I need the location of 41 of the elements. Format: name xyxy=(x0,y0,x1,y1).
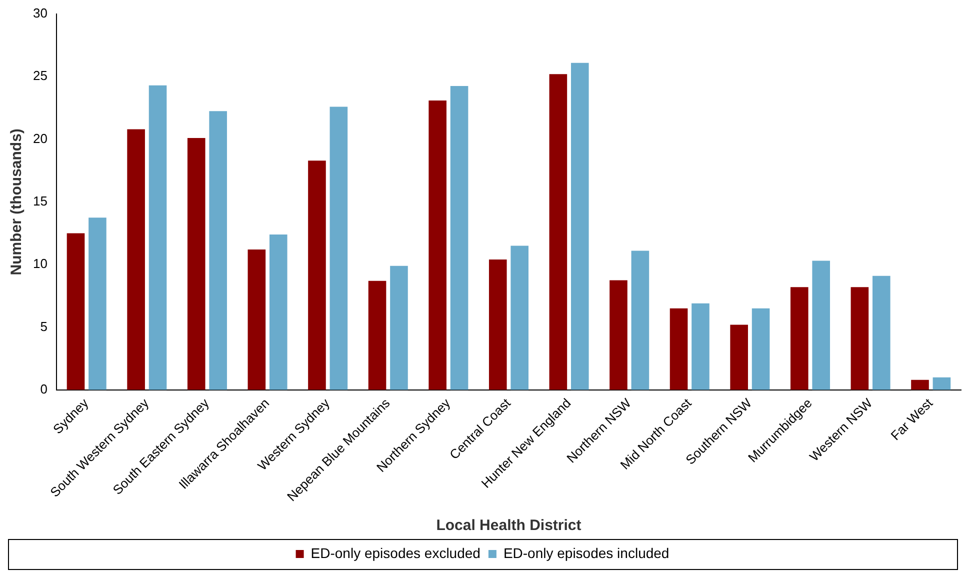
bar xyxy=(187,138,206,390)
y-tick-label: 25 xyxy=(32,68,48,84)
bar xyxy=(752,308,770,390)
bar xyxy=(428,100,446,390)
bar xyxy=(850,287,869,390)
y-tick-label: 0 xyxy=(40,381,48,396)
y-tick-label: 10 xyxy=(32,256,48,272)
bar xyxy=(730,324,748,390)
bar xyxy=(66,233,85,390)
bar xyxy=(872,276,890,390)
bar xyxy=(670,308,688,390)
bar xyxy=(692,303,710,390)
x-axis-title: Local Health District xyxy=(436,517,582,534)
bar xyxy=(368,280,386,390)
bar xyxy=(549,74,568,390)
bar xyxy=(510,246,528,390)
bar xyxy=(488,260,507,390)
bar xyxy=(390,266,408,390)
bar xyxy=(610,280,628,390)
bar xyxy=(911,380,929,390)
bar xyxy=(790,287,808,390)
y-tick-label: 5 xyxy=(40,318,48,334)
y-tick-label: 20 xyxy=(32,130,48,146)
legend-label: ED-only episodes excluded xyxy=(310,544,480,561)
bar xyxy=(450,86,468,390)
bar xyxy=(570,62,589,390)
y-axis-title: Number (thousands) xyxy=(8,128,26,276)
bar xyxy=(330,106,348,390)
bar xyxy=(127,129,145,390)
bar xyxy=(932,377,951,390)
bar xyxy=(248,250,266,390)
bar xyxy=(148,85,167,390)
y-tick-label: 15 xyxy=(32,194,48,209)
bar xyxy=(269,234,288,390)
bar xyxy=(209,111,227,390)
legend-label: ED-only episodes included xyxy=(503,544,670,561)
y-tick-label: 30 xyxy=(32,6,48,21)
bar xyxy=(812,260,830,390)
bar xyxy=(308,160,326,390)
bar xyxy=(88,218,106,390)
bar xyxy=(631,250,650,390)
